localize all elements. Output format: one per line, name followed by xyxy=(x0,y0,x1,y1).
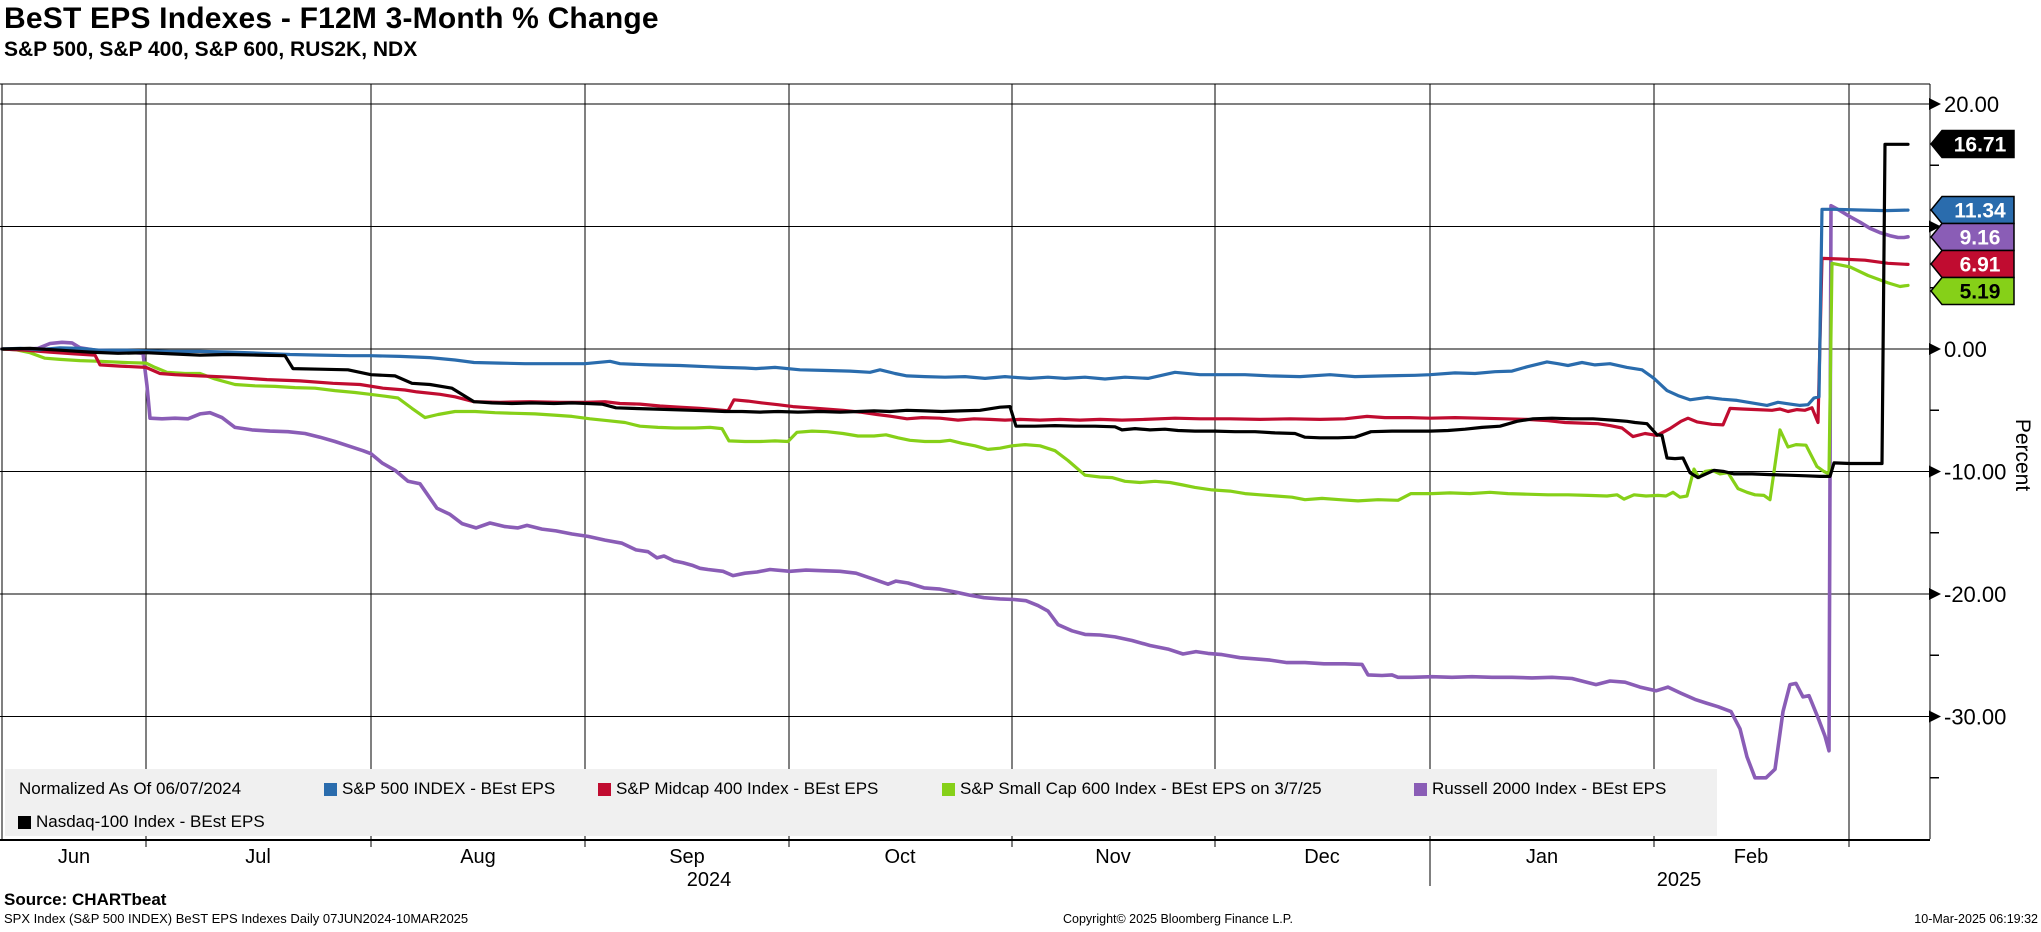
page-title: BeST EPS Indexes - F12M 3-Month % Change xyxy=(4,2,659,35)
legend-item-label: Russell 2000 Index - BEst EPS xyxy=(1432,779,1667,798)
chart-meta-label: SPX Index (S&P 500 INDEX) BeST EPS Index… xyxy=(4,911,469,926)
last-value-label: 6.91 xyxy=(1960,254,2001,277)
axis-arrow-icon xyxy=(1929,465,1941,478)
legend-note: Normalized As Of 06/07/2024 xyxy=(19,779,242,798)
last-value-flag xyxy=(1930,249,2015,279)
series-line xyxy=(0,207,1910,407)
month-label: Oct xyxy=(884,846,916,868)
last-value-flag xyxy=(1930,195,2015,225)
y-tick-label: 20.00 xyxy=(1944,92,1999,117)
series-line xyxy=(0,142,1910,480)
legend-swatch-icon xyxy=(324,782,337,796)
axis-arrow-icon xyxy=(1929,343,1941,355)
last-value-flag xyxy=(1930,276,2015,306)
y-tick-label: -10.00 xyxy=(1944,460,2006,485)
chart-legend: Normalized As Of 06/07/2024 S&P 500 INDE… xyxy=(5,769,1717,836)
axis-arrow-icon xyxy=(1929,710,1941,723)
month-label: Nov xyxy=(1095,846,1131,868)
last-value-label: 16.71 xyxy=(1954,134,2007,157)
legend-item: Russell 2000 Index - BEst EPS xyxy=(1414,778,1666,800)
axis-arrow-icon xyxy=(1929,588,1941,600)
month-label: Dec xyxy=(1304,846,1340,868)
copyright-label: Copyright© 2025 Bloomberg Finance L.P. xyxy=(1063,912,1293,926)
month-label: Aug xyxy=(460,846,496,868)
last-value-label: 9.16 xyxy=(1960,227,2001,250)
month-label: Feb xyxy=(1734,846,1768,868)
y-tick-label: 0.00 xyxy=(1944,337,1987,362)
timestamp-label: 10-Mar-2025 06:19:32 xyxy=(1914,912,2038,926)
series-line xyxy=(0,261,1910,503)
legend-item: S&P Small Cap 600 Index - BEst EPS on 3/… xyxy=(942,778,1322,800)
last-value-label: 11.34 xyxy=(1954,200,2006,223)
legend-item-label: S&P 500 INDEX - BEst EPS xyxy=(342,779,556,798)
axis-arrow-icon xyxy=(1929,98,1941,110)
y-tick-label: -30.00 xyxy=(1944,705,2006,730)
series-line xyxy=(0,203,1910,780)
legend-item: Nasdaq-100 Index - BEst EPS xyxy=(18,811,265,833)
y-tick-label: -20.00 xyxy=(1944,582,2006,607)
legend-swatch-icon xyxy=(598,782,611,796)
legend-item-label: Nasdaq-100 Index - BEst EPS xyxy=(36,812,265,831)
month-label: Jun xyxy=(58,846,90,868)
legend-item-label: S&P Small Cap 600 Index - BEst EPS on 3/… xyxy=(960,779,1322,798)
last-value-flag xyxy=(1930,222,2015,252)
page-subtitle: S&P 500, S&P 400, S&P 600, RUS2K, NDX xyxy=(4,38,418,61)
legend-item: S&P 500 INDEX - BEst EPS xyxy=(324,778,555,800)
year-label: 2024 xyxy=(687,869,732,891)
legend-item: S&P Midcap 400 Index - BEst EPS xyxy=(598,778,878,800)
legend-swatch-icon xyxy=(18,815,31,829)
source-label: Source: CHARTbeat xyxy=(4,890,167,909)
last-value-flag xyxy=(1930,129,2015,159)
y-axis-title: Percent xyxy=(2011,419,2034,492)
legend-item-label: S&P Midcap 400 Index - BEst EPS xyxy=(616,779,879,798)
month-label: Sep xyxy=(669,846,705,868)
legend-swatch-icon xyxy=(1414,782,1427,796)
month-label: Jul xyxy=(245,846,271,868)
last-value-label: 5.19 xyxy=(1960,281,2001,304)
month-label: Jan xyxy=(1526,846,1558,868)
legend-swatch-icon xyxy=(942,782,955,796)
year-label: 2025 xyxy=(1657,869,1702,891)
axis-arrow-icon xyxy=(1929,220,1941,233)
